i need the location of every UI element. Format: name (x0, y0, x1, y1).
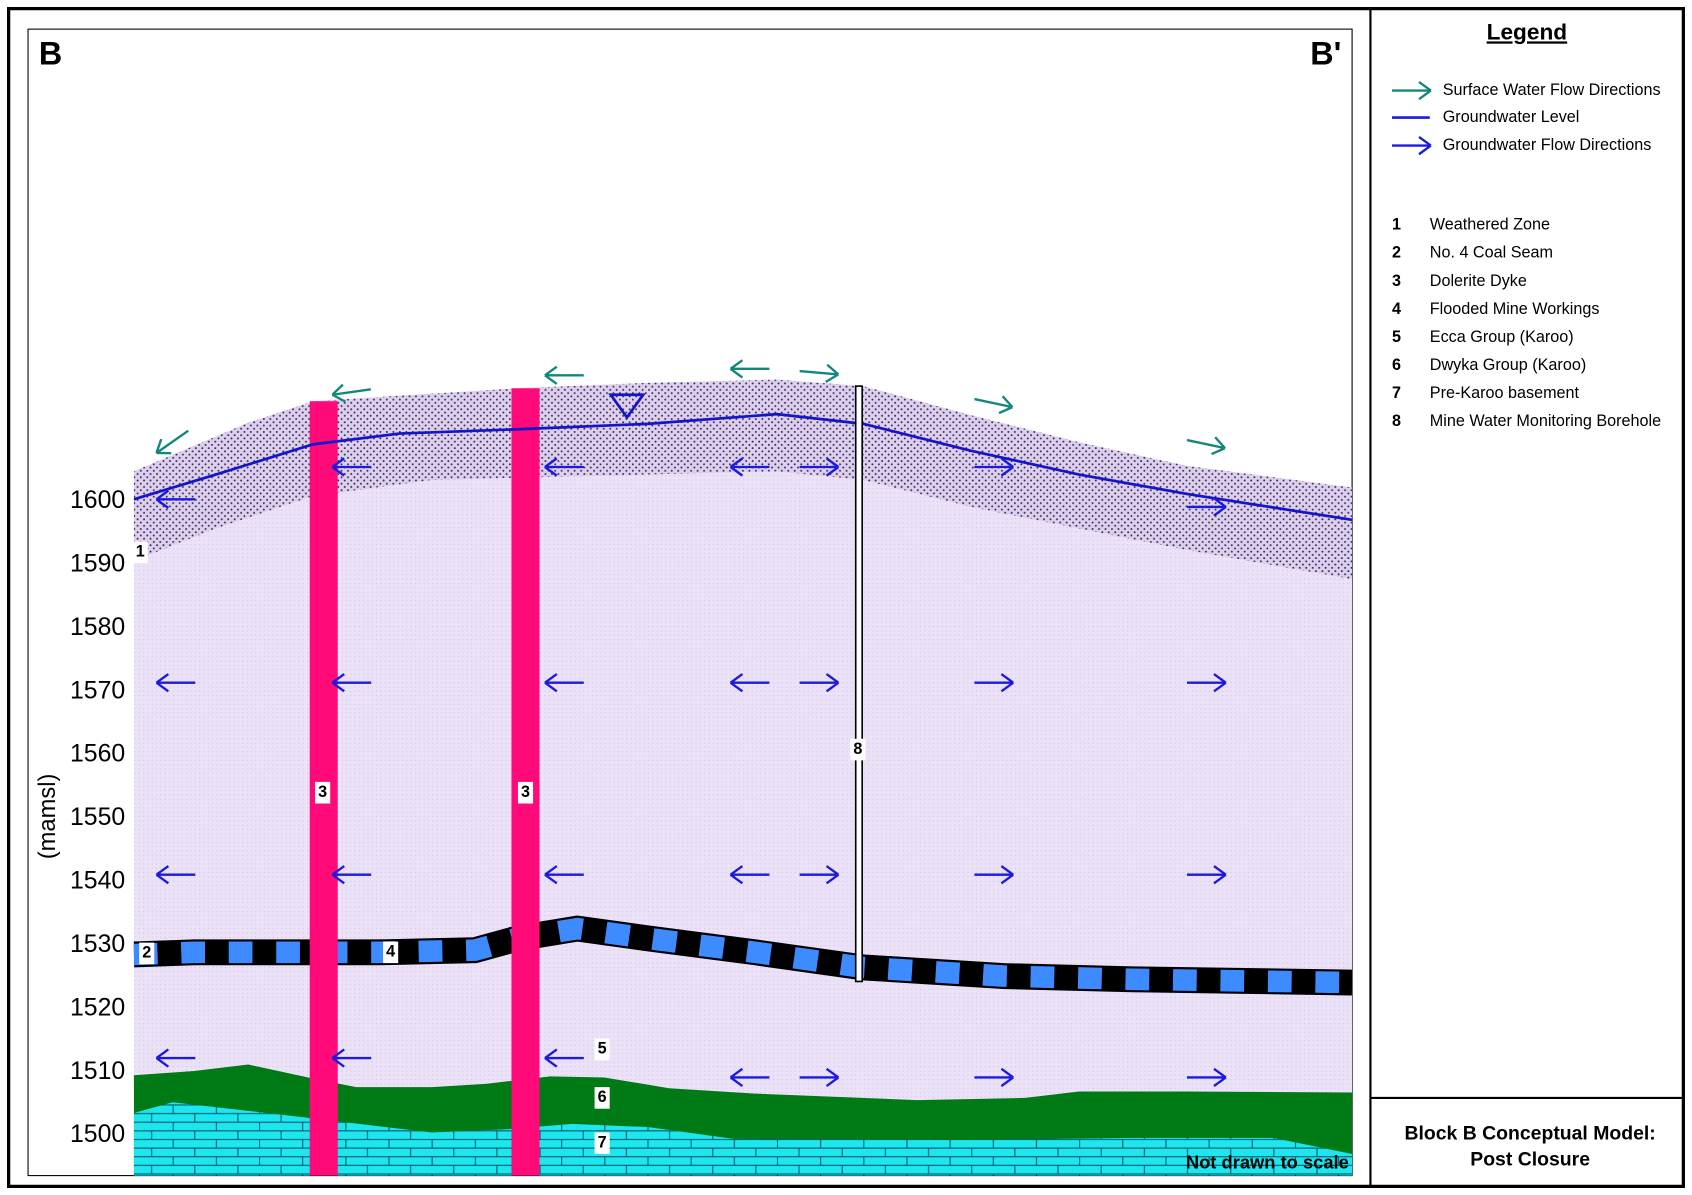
caption: Post Closure (1470, 1149, 1590, 1171)
legend-number: 8 (1392, 412, 1401, 430)
section-label: 7 (598, 1134, 607, 1152)
legend-entry: Pre-Karoo basement (1430, 384, 1580, 402)
label-box (594, 1087, 610, 1109)
legend: Surface Water Flow Directions Groundwater… (1392, 81, 1661, 430)
section-label: 6 (598, 1088, 607, 1106)
legend-title: Legend (1487, 18, 1568, 44)
section-label: 2 (142, 944, 151, 962)
y-tick-label: 1550 (70, 804, 125, 831)
legend-entry: Groundwater Level (1443, 108, 1580, 126)
section-label: 5 (598, 1040, 607, 1058)
groundwater-arrows (155, 116, 1433, 1088)
y-tick-label: 1530 (70, 931, 125, 958)
y-tick-label: 1540 (70, 868, 125, 895)
water-table-symbol (608, 393, 646, 420)
caption: Block B Conceptual Model: (1404, 1123, 1655, 1145)
section-labels: 1 2 3 3 4 5 6 7 8 (132, 541, 866, 1155)
legend-entry: Ecca Group (Karoo) (1430, 328, 1574, 346)
label-box (132, 541, 148, 563)
layers (133, 379, 1353, 1176)
label-box (594, 1038, 610, 1061)
borehole (854, 385, 863, 983)
section-label: 8 (853, 740, 862, 758)
legend-number: 6 (1392, 356, 1401, 374)
label-box (383, 941, 399, 964)
section-start: B (39, 36, 62, 72)
mine-workings (133, 917, 1353, 994)
legend-entry: Dwyka Group (Karoo) (1430, 356, 1586, 374)
y-tick-label: 1500 (70, 1121, 125, 1148)
legend-entry: Groundwater Flow Directions (1443, 136, 1652, 154)
section-label: 4 (386, 943, 395, 961)
y-tick-label: 1510 (70, 1058, 125, 1085)
axis-label: (mamsl) (35, 774, 61, 860)
section-end: B' (1310, 36, 1341, 72)
legend-entry: Weathered Zone (1430, 216, 1550, 234)
label-box (850, 738, 866, 761)
scale-note: Not drawn to scale (1186, 1152, 1349, 1173)
weathered-zone (133, 379, 1353, 580)
y-tick-label: 1600 (70, 487, 125, 514)
section-label: 1 (136, 542, 145, 560)
basement (133, 1102, 1353, 1176)
y-tick-label: 1560 (70, 741, 125, 768)
legend-entry: Surface Water Flow Directions (1443, 81, 1661, 99)
y-tick-label: 1570 (70, 677, 125, 704)
legend-number: 7 (1392, 384, 1401, 402)
legend-number: 3 (1392, 272, 1401, 290)
section-label: 3 (318, 783, 327, 801)
y-tick-label: 1590 (70, 550, 125, 577)
label-box (517, 781, 534, 804)
label-box (139, 942, 155, 965)
section-label: 3 (521, 783, 530, 801)
legend-entry: Dolerite Dyke (1430, 272, 1527, 290)
y-tick-label: 1520 (70, 994, 125, 1021)
y-ticks: 1500 1510 1520 1530 1540 1550 1560 1570 1580 1590… (70, 487, 125, 1148)
legend-number: 2 (1392, 244, 1401, 262)
label-box (594, 1132, 610, 1155)
legend-number: 5 (1392, 328, 1401, 346)
legend-number: 4 (1392, 300, 1401, 318)
legend-entry: Mine Water Monitoring Borehole (1430, 412, 1661, 430)
groundwater-level (133, 412, 1353, 522)
label-box (315, 781, 331, 804)
legend-number: 1 (1392, 216, 1401, 234)
legend-entry: No. 4 Coal Seam (1430, 244, 1553, 262)
y-tick-label: 1580 (70, 614, 125, 641)
legend-entry: Flooded Mine Workings (1430, 300, 1600, 318)
